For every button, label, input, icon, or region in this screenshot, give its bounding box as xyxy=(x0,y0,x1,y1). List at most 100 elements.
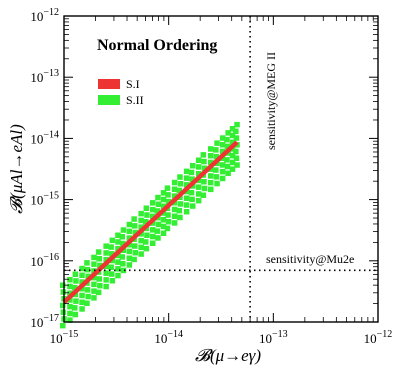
band-point xyxy=(177,214,183,221)
band-point xyxy=(132,243,138,249)
band-point xyxy=(144,232,150,238)
band-point xyxy=(115,239,121,245)
band-point xyxy=(138,251,144,257)
band-point xyxy=(229,126,236,132)
band-point xyxy=(115,245,121,252)
chart-title: Normal Ordering xyxy=(97,37,217,54)
band-point xyxy=(214,140,220,146)
band-point xyxy=(208,186,214,193)
band-point xyxy=(126,262,133,268)
band-point xyxy=(224,143,231,150)
y-tick-label: 10−15 xyxy=(30,191,59,208)
band-point xyxy=(208,159,214,166)
band-point xyxy=(84,300,90,306)
band-point xyxy=(138,244,144,251)
band-point xyxy=(138,210,144,217)
band-point xyxy=(188,169,195,176)
band-point xyxy=(131,216,137,222)
band-point xyxy=(72,311,79,318)
band-point xyxy=(97,282,103,289)
band-point xyxy=(132,229,139,236)
band-point xyxy=(208,173,214,179)
band-point xyxy=(234,162,240,168)
band-point xyxy=(219,175,226,182)
y-tick-label: 10−12 xyxy=(30,7,59,24)
band-point xyxy=(164,185,171,191)
band-point xyxy=(67,310,73,317)
axis-ticks xyxy=(63,15,379,323)
band-point xyxy=(171,220,178,226)
band-point xyxy=(79,265,85,272)
band-point xyxy=(177,174,183,180)
band-point xyxy=(132,250,139,256)
band-point xyxy=(201,165,208,171)
band-point xyxy=(73,298,79,304)
band-point xyxy=(91,288,97,294)
band-point xyxy=(84,260,90,266)
band-point xyxy=(67,303,73,310)
band-point xyxy=(97,262,103,269)
band-point xyxy=(160,196,167,203)
y-tick-labels: 10−17 10−16 10−15 10−14 10−13 10−12 xyxy=(30,7,59,330)
band-point xyxy=(103,243,109,249)
band-point xyxy=(177,201,184,207)
band-point xyxy=(183,195,190,201)
band-point xyxy=(67,277,73,283)
band-point xyxy=(233,128,239,135)
band-point xyxy=(229,166,236,172)
band-point xyxy=(201,158,207,165)
band-point xyxy=(150,206,156,213)
band-point xyxy=(201,185,208,192)
band-point xyxy=(96,276,102,282)
band-point xyxy=(115,266,121,272)
meg-sensitivity-label: sensitivity@MEG II xyxy=(264,52,278,150)
y-tick-label: 10−16 xyxy=(30,252,59,269)
band-point xyxy=(183,175,190,181)
band-point xyxy=(225,170,231,176)
band-point xyxy=(155,194,161,201)
band-point xyxy=(131,256,137,263)
band-point xyxy=(190,203,196,209)
band-point xyxy=(67,317,73,323)
band-point xyxy=(165,219,172,225)
band-point xyxy=(91,295,97,301)
band-point xyxy=(208,153,214,159)
band-point xyxy=(120,240,126,247)
band-point xyxy=(126,235,133,241)
band-point xyxy=(120,261,126,267)
band-point xyxy=(73,278,79,284)
band-point xyxy=(171,179,178,186)
band-point xyxy=(150,227,156,233)
band-point xyxy=(229,139,236,145)
band-point xyxy=(103,250,109,256)
band-point xyxy=(67,283,73,290)
y-axis-label: 𝓑(μAl→eAl) xyxy=(7,124,26,214)
band-point xyxy=(91,254,97,261)
band-point xyxy=(177,181,184,187)
band-point xyxy=(219,162,226,168)
band-point xyxy=(224,136,230,143)
x-axis-label: 𝓑(μ→eγ) xyxy=(195,346,261,365)
band-point xyxy=(119,254,125,260)
band-point xyxy=(201,179,207,185)
band-point xyxy=(219,168,226,175)
x-tick-label: 10−14 xyxy=(154,329,183,346)
band-point xyxy=(195,164,202,170)
band-point xyxy=(115,259,121,265)
band-point xyxy=(132,223,138,229)
y-tick-label: 10−17 xyxy=(30,313,59,330)
x-tick-label: 10−12 xyxy=(364,329,393,346)
legend-swatch-s2 xyxy=(98,95,120,105)
band-point xyxy=(219,135,226,141)
x-tick-label: 10−15 xyxy=(50,329,79,346)
band-point xyxy=(219,148,226,155)
band-point xyxy=(213,174,220,180)
band-point xyxy=(165,192,171,198)
series-line-s1 xyxy=(62,140,239,304)
band-point xyxy=(155,221,162,228)
band-point xyxy=(189,176,195,182)
band-point xyxy=(91,261,97,267)
band-point xyxy=(176,187,183,194)
